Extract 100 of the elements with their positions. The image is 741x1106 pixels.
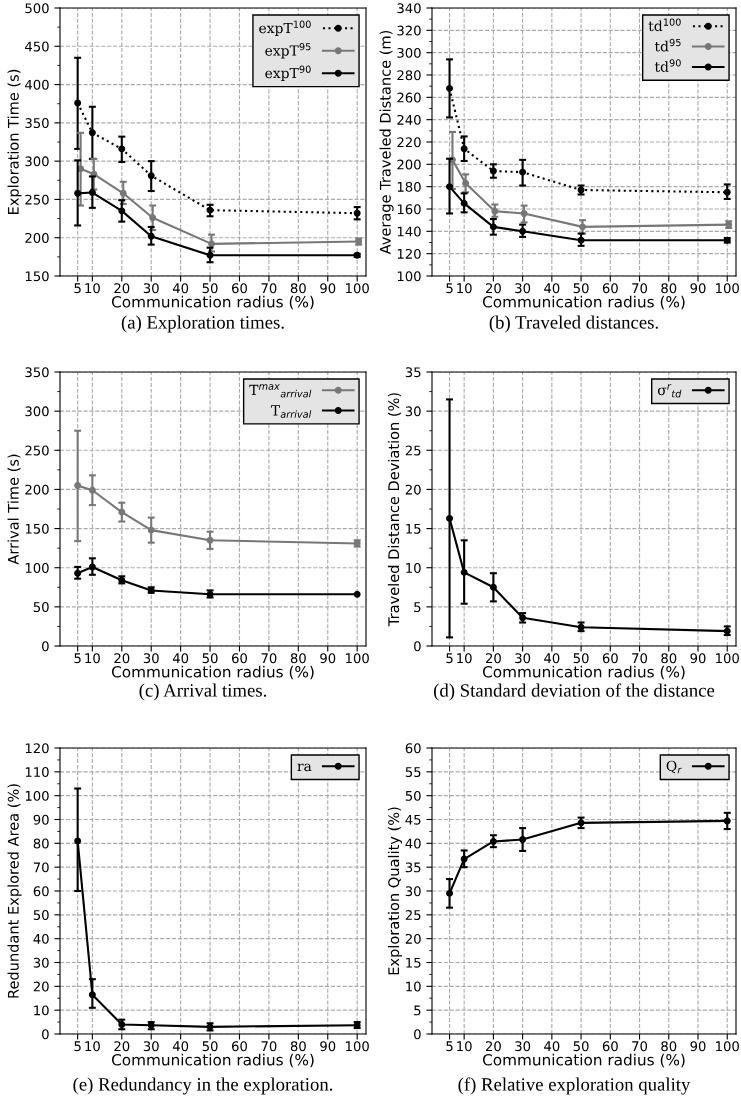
x-tick-label: 80 xyxy=(290,653,306,664)
x-tick-label: 40 xyxy=(172,283,189,294)
x-axis-title: Communication radius (%) xyxy=(482,1053,685,1068)
y-tick-label: 120 xyxy=(25,743,49,754)
y-tick-label: 200 xyxy=(25,484,49,495)
x-tick-label: 30 xyxy=(143,1041,159,1052)
legend-label: T$_{arrival}$ xyxy=(271,405,312,418)
y-tick-label: 70 xyxy=(33,862,49,873)
y-axis-title: Average Traveled Distance (m) xyxy=(379,30,394,255)
y-axis-title: Arrival Time (s) xyxy=(7,454,21,565)
y-tick-label: 400 xyxy=(25,79,49,90)
x-tick-label: 90 xyxy=(320,653,336,664)
legend-label: σ$^{r}$$_{td}$ xyxy=(657,384,682,398)
x-tick-label: 40 xyxy=(172,653,189,664)
y-tick-label: 250 xyxy=(25,194,49,205)
y-tick-label: 45 xyxy=(405,814,421,825)
y-tick-label: 240 xyxy=(397,114,421,125)
y-tick-label: 100 xyxy=(25,562,49,573)
y-tick-label: 350 xyxy=(25,118,49,129)
y-tick-label: 10 xyxy=(406,562,421,573)
x-axis-title: Communication radius (%) xyxy=(111,1053,314,1068)
x-tick-label: 70 xyxy=(632,283,648,294)
legend-label: td$^{90}$ xyxy=(654,59,681,72)
y-tick-label: 300 xyxy=(25,156,49,167)
x-tick-label: 100 xyxy=(716,653,739,664)
x-tick-label: 20 xyxy=(485,1041,501,1052)
y-tick-label: 220 xyxy=(397,137,421,148)
y-tick-label: 5 xyxy=(414,1005,421,1016)
y-tick-label: 120 xyxy=(397,248,421,259)
x-tick-label: 50 xyxy=(573,1041,589,1052)
x-tick-label: 5 xyxy=(446,1041,453,1052)
text: (f) Relative exploration quality xyxy=(458,1077,691,1095)
y-axis-title: Exploration Quality (%) xyxy=(387,807,403,975)
x-tick-label: 60 xyxy=(602,283,618,294)
x-tick-label: 50 xyxy=(202,1041,218,1052)
legend-label: td$^{100}$ xyxy=(648,18,681,32)
text: (d) Standard deviation of the distance xyxy=(433,683,715,701)
x-tick-label: 5 xyxy=(74,653,81,664)
y-tick-label: 160 xyxy=(397,204,421,215)
text: (e) Redundancy in the exploration. xyxy=(73,1077,333,1095)
legend-label: expT$^{100}$ xyxy=(259,20,311,36)
x-tick-label: 30 xyxy=(143,283,159,294)
x-tick-label: 20 xyxy=(485,653,501,664)
x-tick-label: 90 xyxy=(690,653,706,664)
y-tick-label: 100 xyxy=(25,790,49,801)
y-tick-label: 25 xyxy=(405,445,421,456)
x-tick-label: 40 xyxy=(544,283,560,294)
x-tick-label: 80 xyxy=(661,283,677,294)
x-tick-label: 10 xyxy=(85,653,100,664)
x-tick-label: 5 xyxy=(74,283,81,294)
x-tick-label: 80 xyxy=(661,1041,677,1052)
x-tick-label: 70 xyxy=(632,653,648,664)
y-tick-label: 200 xyxy=(397,159,421,170)
legend-label: expT$^{95}$ xyxy=(265,43,311,59)
y-tick-label: 350 xyxy=(25,367,49,378)
y-tick-label: 5 xyxy=(414,602,421,613)
y-tick-label: 20 xyxy=(33,981,49,992)
x-tick-label: 70 xyxy=(261,283,277,294)
y-tick-label: 450 xyxy=(25,41,49,52)
x-tick-label: 5 xyxy=(446,653,453,664)
y-tick-label: 30 xyxy=(33,957,49,968)
x-tick-label: 5 xyxy=(74,1041,81,1052)
y-tick-label: 200 xyxy=(25,232,49,243)
y-tick-label: 10 xyxy=(406,981,421,992)
y-tick-label: 20 xyxy=(405,484,421,495)
x-tick-label: 10 xyxy=(457,653,472,664)
x-tick-label: 50 xyxy=(202,283,218,294)
x-tick-label: 20 xyxy=(114,653,130,664)
x-tick-label: 20 xyxy=(114,283,130,294)
y-tick-label: 60 xyxy=(33,886,49,897)
x-tick-label: 90 xyxy=(320,1041,336,1052)
x-tick-label: 100 xyxy=(716,1041,739,1052)
x-tick-label: 70 xyxy=(261,1041,277,1052)
x-tick-label: 5 xyxy=(446,283,453,294)
y-tick-label: 150 xyxy=(25,523,49,534)
x-axis-title: Communication radius (%) xyxy=(111,295,314,310)
x-axis-title: Communication radius (%) xyxy=(482,295,685,310)
legend-label: td$^{95}$ xyxy=(654,38,681,52)
y-tick-label: 50 xyxy=(33,910,49,921)
y-tick-label: 0 xyxy=(42,641,49,652)
x-tick-label: 70 xyxy=(261,653,277,664)
x-tick-label: 60 xyxy=(232,1041,247,1052)
x-tick-label: 100 xyxy=(346,1041,369,1052)
x-axis-title: Communication radius (%) xyxy=(111,665,314,680)
text: (a) Exploration times. xyxy=(121,315,284,333)
y-tick-label: 50 xyxy=(405,790,421,801)
y-tick-label: 140 xyxy=(397,226,421,237)
x-tick-label: 50 xyxy=(202,653,218,664)
y-tick-label: 25 xyxy=(405,910,421,921)
y-tick-label: 30 xyxy=(405,406,421,417)
x-tick-label: 10 xyxy=(85,1041,100,1052)
y-tick-label: 15 xyxy=(406,957,421,968)
x-tick-label: 10 xyxy=(85,283,100,294)
x-tick-label: 20 xyxy=(485,283,501,294)
x-tick-label: 30 xyxy=(515,283,531,294)
y-tick-label: 500 xyxy=(25,3,49,14)
x-tick-label: 40 xyxy=(544,1041,560,1052)
y-tick-label: 50 xyxy=(33,602,49,613)
x-tick-label: 80 xyxy=(290,1041,306,1052)
x-tick-label: 70 xyxy=(632,1041,648,1052)
